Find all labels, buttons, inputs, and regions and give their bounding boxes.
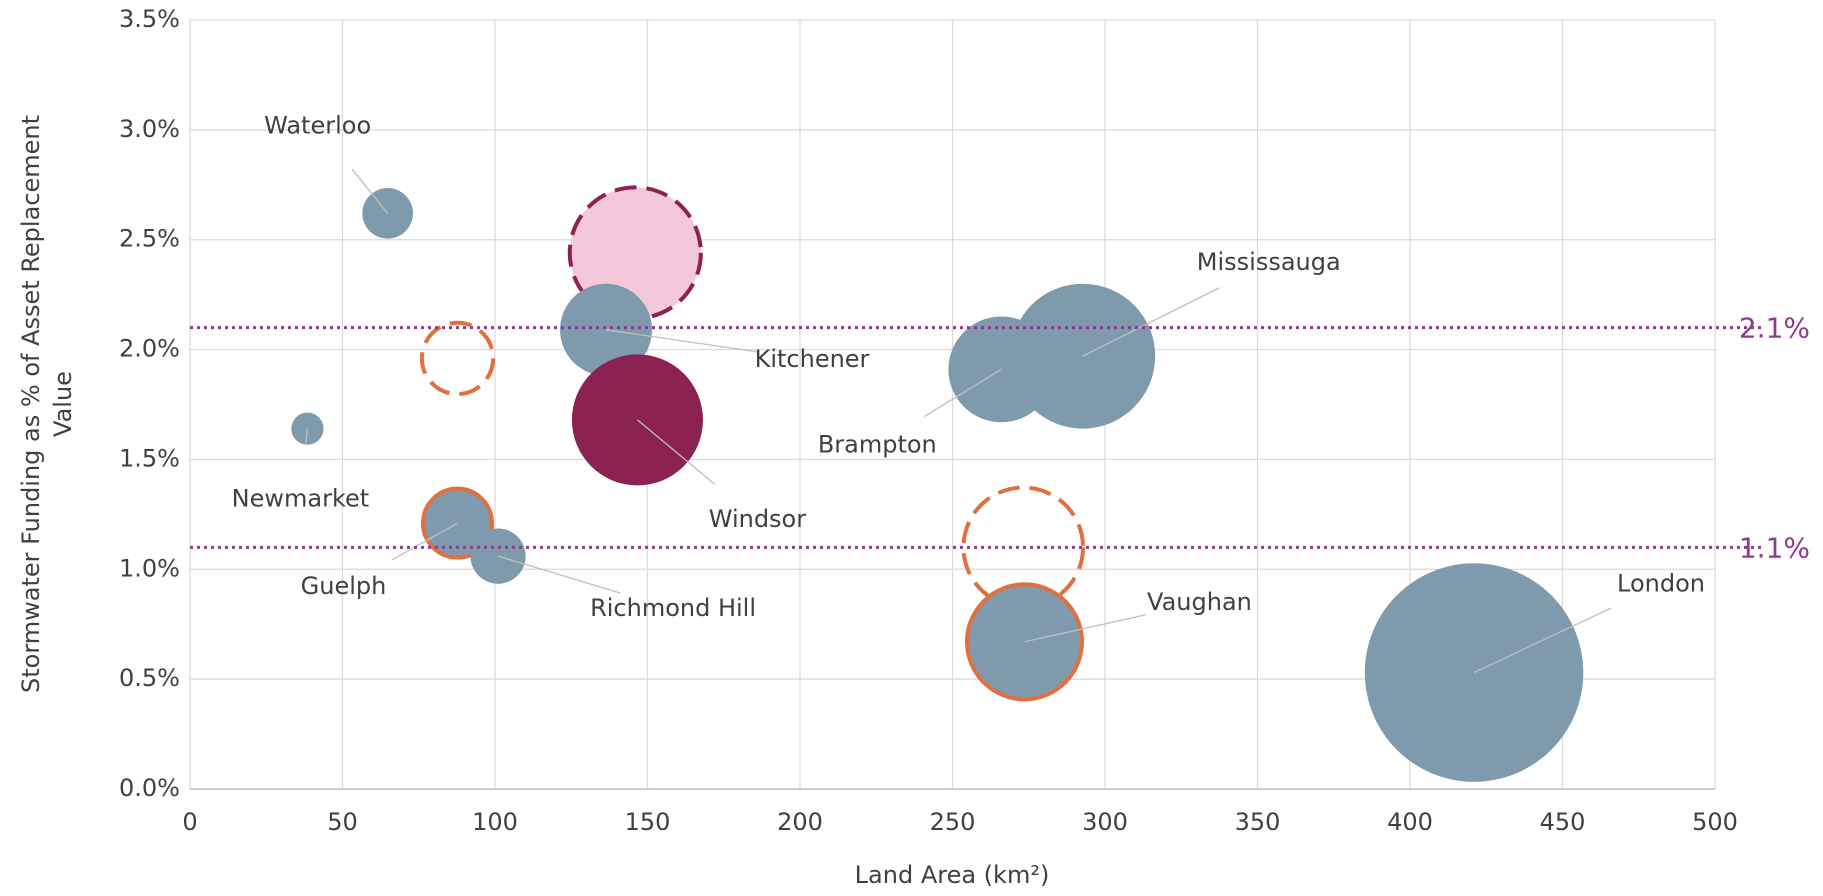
y-tick-label: 3.0%	[119, 115, 180, 143]
bubbles	[291, 185, 1584, 782]
bubble	[961, 485, 1086, 610]
x-axis-title: Land Area (km²)	[855, 861, 1050, 889]
leader-line	[637, 419, 716, 486]
leader-line	[1024, 614, 1146, 643]
y-tick-label: 3.5%	[119, 5, 180, 33]
reference-label: 2.1%	[1739, 312, 1810, 345]
bubble-label: Windsor	[709, 505, 807, 533]
x-tick-label: 0	[182, 808, 197, 836]
bubble-label: Richmond Hill	[590, 594, 756, 622]
x-tick-label: 500	[1692, 808, 1738, 836]
x-tick-label: 250	[930, 808, 976, 836]
y-tick-label: 1.5%	[119, 444, 180, 472]
x-tick-label: 100	[472, 808, 518, 836]
labels: Waterloo Newmarket Guelph Richmond Hill Kitc…	[190, 111, 1810, 674]
leader-line	[1473, 607, 1612, 674]
bubble-label: Brampton	[818, 430, 937, 458]
y-tick-label: 0.5%	[119, 664, 180, 692]
x-tick-label: 350	[1235, 808, 1281, 836]
leader-line	[923, 368, 1002, 418]
bubble-label: Guelph	[301, 572, 387, 600]
leader-line	[305, 428, 309, 445]
leader-line	[1082, 287, 1220, 357]
y-tick-label: 0.0%	[119, 774, 180, 802]
bubble	[1010, 283, 1156, 429]
bubble-label: London	[1617, 570, 1705, 598]
x-tick-label: 300	[1082, 808, 1128, 836]
y-axis-title: Stormwater Funding as % of Asset Replace…	[17, 115, 45, 693]
y-tick-label: 1.0%	[119, 554, 180, 582]
reference-label: 1.1%	[1739, 531, 1810, 564]
leader-line	[605, 329, 758, 353]
bubble-label: Mississauga	[1197, 248, 1341, 276]
bubble-label: Kitchener	[755, 345, 870, 373]
leader-line	[497, 555, 621, 594]
bubble-label: Newmarket	[232, 485, 370, 513]
y-axis-title: Value	[49, 371, 77, 437]
x-tick-label: 50	[327, 808, 358, 836]
x-tick-label: 200	[777, 808, 823, 836]
x-tick-label: 450	[1540, 808, 1586, 836]
x-tick-label: 400	[1387, 808, 1433, 836]
y-tick-label: 2.5%	[119, 225, 180, 253]
y-tick-label: 2.0%	[119, 335, 180, 363]
leader-line	[391, 522, 458, 561]
x-tick-label: 150	[625, 808, 671, 836]
bubble	[419, 320, 496, 397]
bubble-label: Vaughan	[1147, 588, 1252, 616]
bubble-label: Waterloo	[264, 111, 371, 139]
leader-line	[351, 168, 389, 214]
